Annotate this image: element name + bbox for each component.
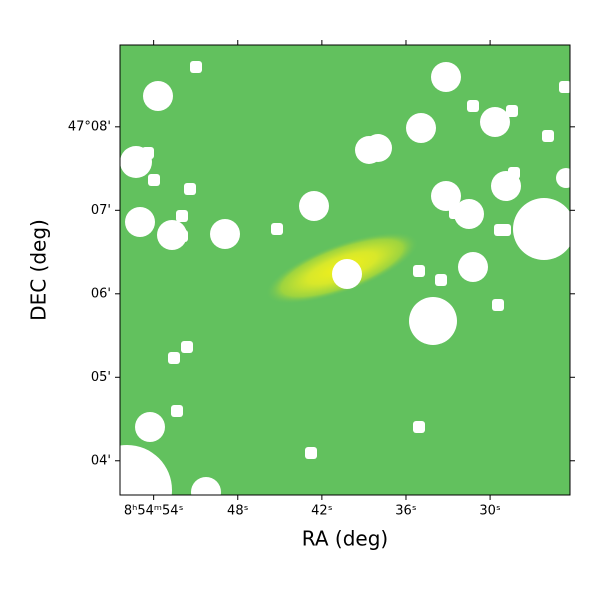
- mask-circle: [556, 168, 570, 188]
- plot-frame: [119, 44, 571, 496]
- mask-square: [176, 230, 188, 242]
- mask-square: [449, 207, 461, 219]
- mask-circle: [120, 445, 172, 495]
- mask-circle: [299, 191, 329, 221]
- mask-square: [435, 274, 447, 286]
- mask-circle: [364, 134, 392, 162]
- mask-square: [492, 299, 504, 311]
- mask-circle: [458, 252, 488, 282]
- mask-square: [499, 224, 511, 236]
- mask-circle: [143, 81, 173, 111]
- masks: [120, 61, 570, 495]
- mask-square: [190, 61, 202, 73]
- mask-square: [305, 447, 317, 459]
- mask-square: [542, 130, 554, 142]
- mask-square: [413, 265, 425, 277]
- mask-square: [148, 174, 160, 186]
- mask-square: [181, 341, 193, 353]
- mask-square: [142, 147, 154, 159]
- x-axis-label: RA (deg): [302, 527, 388, 551]
- mask-circle: [480, 107, 510, 137]
- y-tick-label: 06': [91, 286, 111, 301]
- mask-square: [508, 167, 520, 179]
- x-tick-label: 30ˢ: [479, 504, 501, 519]
- y-axis-label: DEC (deg): [27, 219, 51, 321]
- mask-square: [168, 352, 180, 364]
- mask-circle: [431, 62, 461, 92]
- mask-circle: [210, 219, 240, 249]
- mask-square: [171, 405, 183, 417]
- mask-circle: [191, 477, 221, 495]
- y-tick-label: 05': [91, 370, 111, 385]
- mask-square: [176, 210, 188, 222]
- image: [120, 45, 570, 495]
- mask-circle: [454, 199, 484, 229]
- x-tick-label: 36ˢ: [395, 504, 417, 519]
- mask-square: [467, 100, 479, 112]
- mask-circle: [406, 113, 436, 143]
- y-tick-label: 04': [91, 453, 111, 468]
- mask-square: [559, 81, 570, 93]
- mask-square: [413, 421, 425, 433]
- mask-circle: [409, 297, 457, 345]
- x-tick-label: 48ˢ: [227, 504, 249, 519]
- mask-square: [184, 183, 196, 195]
- x-tick-label: 8ʰ54ᵐ54ˢ: [124, 504, 184, 519]
- mask-circle: [135, 412, 165, 442]
- mask-square: [506, 105, 518, 117]
- mask-circle: [332, 259, 362, 289]
- y-tick-label: 07': [91, 203, 111, 218]
- mask-circle: [125, 207, 155, 237]
- y-tick-label: 47°08': [68, 119, 111, 134]
- mask-circle: [513, 198, 570, 260]
- mask-circle: [157, 220, 187, 250]
- mask-square: [271, 223, 283, 235]
- x-tick-label: 42ˢ: [311, 504, 333, 519]
- mask-circle: [431, 181, 461, 211]
